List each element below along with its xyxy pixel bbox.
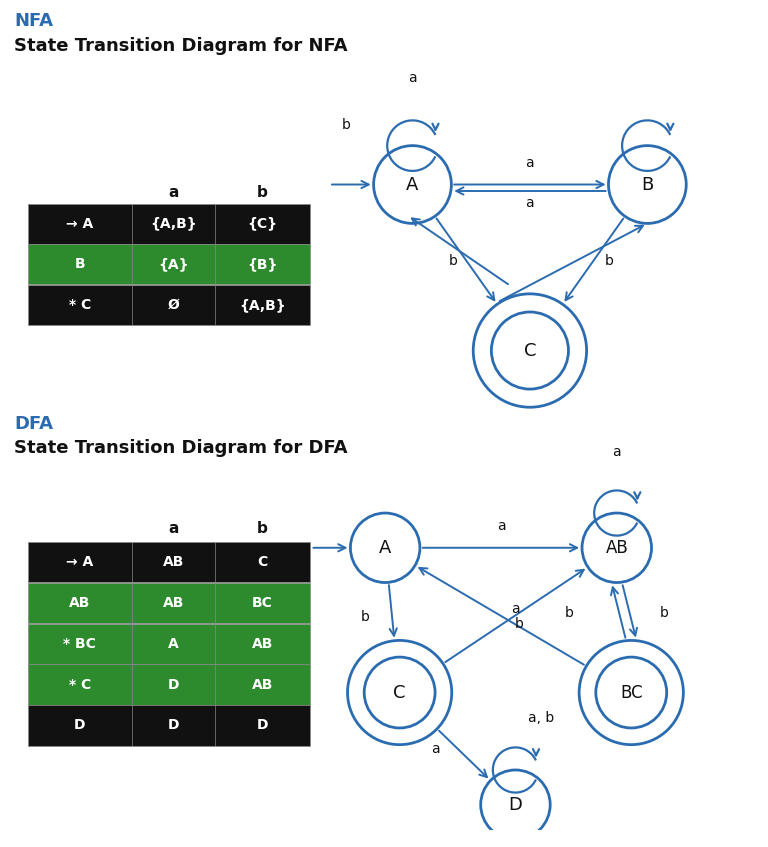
Text: D: D xyxy=(74,718,85,733)
Bar xyxy=(28,623,310,664)
Text: a: a xyxy=(168,521,179,535)
Text: AB: AB xyxy=(252,637,273,650)
Text: b: b xyxy=(660,606,669,620)
Bar xyxy=(28,542,310,582)
Text: {A,B}: {A,B} xyxy=(151,217,197,230)
Text: C: C xyxy=(257,555,268,569)
Text: b: b xyxy=(604,254,614,268)
Text: b: b xyxy=(449,254,458,268)
Text: AB: AB xyxy=(163,596,184,610)
Text: a: a xyxy=(408,70,417,85)
Text: a: a xyxy=(168,185,179,200)
Text: D: D xyxy=(168,718,179,733)
Text: DFA: DFA xyxy=(14,415,53,433)
Text: BC: BC xyxy=(252,596,273,610)
Bar xyxy=(28,203,310,244)
Text: * BC: * BC xyxy=(64,637,96,650)
Text: NFA: NFA xyxy=(14,12,53,30)
Text: State Transition Diagram for DFA: State Transition Diagram for DFA xyxy=(14,439,347,457)
Bar xyxy=(28,583,310,623)
Text: a: a xyxy=(511,602,520,617)
Text: B: B xyxy=(641,175,654,193)
Text: B: B xyxy=(74,257,85,271)
Text: a, b: a, b xyxy=(528,711,554,724)
Text: b: b xyxy=(257,521,268,535)
Text: a: a xyxy=(525,156,535,170)
Text: A: A xyxy=(168,637,179,650)
Text: {C}: {C} xyxy=(247,217,278,230)
Text: Ø: Ø xyxy=(167,298,180,312)
Text: * C: * C xyxy=(69,298,91,312)
Text: A: A xyxy=(379,539,392,556)
Bar xyxy=(28,285,310,325)
Text: b: b xyxy=(257,185,268,200)
Bar xyxy=(28,664,310,705)
Text: a: a xyxy=(497,519,505,534)
Text: AB: AB xyxy=(163,555,184,569)
Text: b: b xyxy=(360,610,369,623)
Text: AB: AB xyxy=(69,596,91,610)
Text: D: D xyxy=(168,678,179,691)
Text: AB: AB xyxy=(252,678,273,691)
Text: AB: AB xyxy=(605,539,628,556)
Text: {A,B}: {A,B} xyxy=(240,298,286,312)
Text: {B}: {B} xyxy=(247,257,278,271)
Bar xyxy=(28,244,310,285)
Text: C: C xyxy=(393,684,406,701)
Text: A: A xyxy=(406,175,419,193)
Text: State Transition Diagram for NFA: State Transition Diagram for NFA xyxy=(14,37,347,55)
Text: b: b xyxy=(341,119,350,132)
Text: → A: → A xyxy=(66,555,94,569)
Text: a: a xyxy=(612,445,621,459)
Text: → A: → A xyxy=(66,217,94,230)
Text: a: a xyxy=(525,197,535,210)
Text: C: C xyxy=(524,341,536,359)
Text: * C: * C xyxy=(69,678,91,691)
Text: b: b xyxy=(564,606,574,620)
Text: b: b xyxy=(515,617,524,631)
Text: D: D xyxy=(257,718,268,733)
Text: a: a xyxy=(432,742,440,756)
Text: D: D xyxy=(508,795,522,814)
Text: BC: BC xyxy=(620,684,643,701)
Text: {A}: {A} xyxy=(158,257,189,271)
Bar xyxy=(28,706,310,745)
